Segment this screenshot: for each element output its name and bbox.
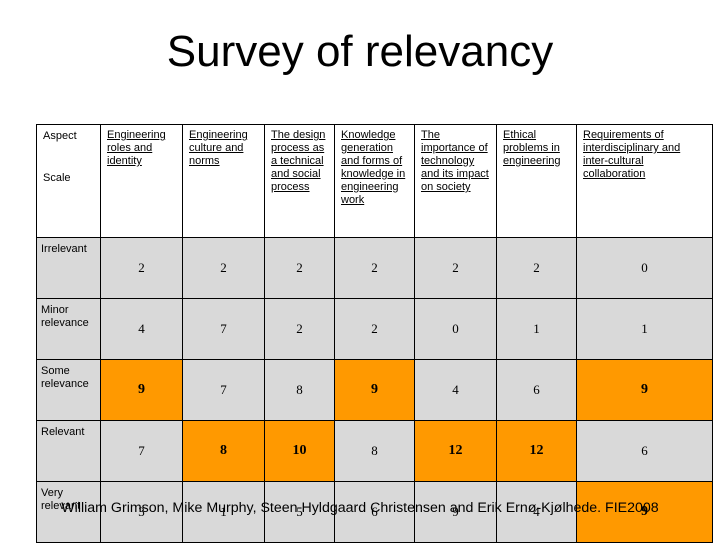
table-cell-highlighted: 9 [576,359,713,421]
table-cell: 7 [182,359,265,421]
citation-footer: William Grimson, Mike Murphy, Steen Hyld… [61,500,659,516]
column-header-label: Requirements of interdisciplinary and in… [583,129,681,180]
survey-table: Aspect Scale Engineering roles and ident… [36,124,713,543]
table-cell: 1 [576,298,713,360]
table-cell: 2 [334,298,415,360]
column-header: Engineering roles and identity [100,124,183,238]
table-cell: 7 [182,298,265,360]
table-cell: 8 [264,359,335,421]
column-header-label: Engineering culture and norms [189,129,248,167]
column-header: The importance of technology and its imp… [414,124,497,238]
row-label: Minor relevance [36,298,101,360]
table-cell: 6 [334,481,415,543]
column-header-label: Ethical problems in engineering [503,129,561,167]
table-row: Some relevance 9 7 8 9 4 6 9 [36,359,713,421]
table-cell: 4 [100,298,183,360]
table-cell: 3 [100,481,183,543]
table-row: Irrelevant 2 2 2 2 2 2 0 [36,237,713,299]
header-row: Aspect Scale Engineering roles and ident… [36,124,713,238]
column-header: The design process as a technical and so… [264,124,335,238]
table-cell-highlighted: 9 [100,359,183,421]
table-cell: 2 [264,237,335,299]
table-row: Very relevant 3 1 5 6 9 4 9 [36,481,713,543]
table-cell: 5 [264,481,335,543]
table-cell-highlighted: 12 [496,420,577,482]
slide-title: Survey of relevancy [166,27,554,76]
column-header: Requirements of interdisciplinary and in… [576,124,713,238]
table-cell: 1 [496,298,577,360]
column-header: Engineering culture and norms [182,124,265,238]
table-cell: 4 [496,481,577,543]
column-header: Ethical problems in engineering [496,124,577,238]
table-cell: 2 [264,298,335,360]
column-header-label: The design process as a technical and so… [271,129,326,193]
table-cell-highlighted: 12 [414,420,497,482]
table-cell: 8 [334,420,415,482]
column-header-label: Knowledge generation and forms of knowle… [341,129,406,206]
table-cell: 0 [414,298,497,360]
column-header: Knowledge generation and forms of knowle… [334,124,415,238]
table-cell-highlighted: 8 [182,420,265,482]
column-header-label: The importance of technology and its imp… [421,129,489,193]
table-cell-highlighted: 10 [264,420,335,482]
table-row: Minor relevance 4 7 2 2 0 1 1 [36,298,713,360]
row-label: Irrelevant [36,237,101,299]
table-cell-highlighted: 9 [334,359,415,421]
table-cell: 4 [414,359,497,421]
table-cell: 2 [100,237,183,299]
table-cell: 2 [414,237,497,299]
scale-label: Scale [43,172,71,184]
table-cell: 2 [182,237,265,299]
aspect-label: Aspect [43,130,77,142]
row-label: Some relevance [36,359,101,421]
table-cell: 2 [496,237,577,299]
table-row: Relevant 7 8 10 8 12 12 6 [36,420,713,482]
column-header-label: Engineering roles and identity [107,129,166,167]
table-cell: 7 [100,420,183,482]
row-label: Relevant [36,420,101,482]
table-cell: 0 [576,237,713,299]
corner-cell: Aspect Scale [36,124,101,238]
table-cell-highlighted: 9 [576,481,713,543]
table-cell: 6 [576,420,713,482]
table-cell: 2 [334,237,415,299]
row-label: Very relevant [36,481,101,543]
table-cell: 6 [496,359,577,421]
